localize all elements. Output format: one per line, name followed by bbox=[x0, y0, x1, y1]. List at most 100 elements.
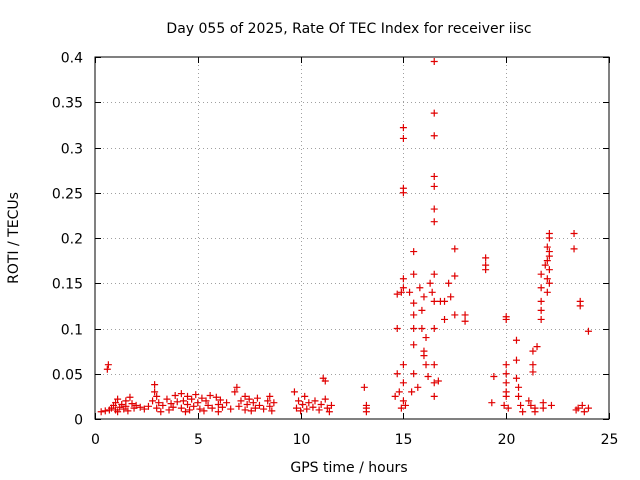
data-point bbox=[584, 404, 592, 412]
data-point bbox=[430, 58, 438, 66]
data-point bbox=[167, 400, 175, 408]
data-point bbox=[122, 402, 130, 410]
data-point bbox=[97, 408, 105, 416]
y-tick-label: 0.1 bbox=[61, 323, 83, 339]
data-point bbox=[227, 405, 235, 413]
data-point bbox=[410, 299, 418, 307]
data-point bbox=[295, 397, 303, 405]
data-point bbox=[578, 401, 586, 409]
data-point bbox=[512, 356, 520, 364]
data-point bbox=[247, 407, 255, 415]
data-point bbox=[243, 401, 251, 409]
data-point bbox=[181, 408, 189, 416]
data-point bbox=[132, 401, 140, 409]
y-tick-label: 0.05 bbox=[52, 368, 83, 384]
data-point bbox=[268, 407, 276, 415]
data-point bbox=[416, 284, 424, 292]
x-axis-ticks: 0 5 10 15 20 25 bbox=[91, 57, 618, 448]
data-point bbox=[118, 401, 126, 409]
chart-title: Day 055 of 2025, Rate Of TEC Index for r… bbox=[166, 21, 531, 37]
data-point bbox=[124, 407, 132, 415]
data-point bbox=[517, 401, 525, 409]
data-point bbox=[512, 374, 520, 382]
y-tick-label: 0.25 bbox=[52, 187, 83, 203]
data-point bbox=[533, 343, 541, 351]
data-point bbox=[574, 404, 582, 412]
data-point bbox=[214, 401, 222, 409]
data-point bbox=[422, 334, 430, 342]
data-point bbox=[192, 391, 200, 399]
data-point bbox=[173, 398, 181, 406]
data-point bbox=[144, 402, 152, 410]
data-point bbox=[103, 365, 111, 373]
x-axis-label: GPS time / hours bbox=[290, 460, 407, 476]
data-point bbox=[136, 403, 144, 411]
data-point bbox=[157, 408, 165, 416]
data-point bbox=[580, 408, 588, 416]
data-point bbox=[430, 361, 438, 369]
data-point bbox=[112, 399, 120, 407]
data-point bbox=[399, 124, 407, 132]
data-point bbox=[126, 393, 134, 401]
data-point bbox=[297, 407, 305, 415]
data-point bbox=[502, 313, 510, 321]
data-point bbox=[212, 393, 220, 401]
data-point bbox=[177, 390, 185, 398]
data-point bbox=[194, 399, 202, 407]
data-point bbox=[321, 395, 329, 403]
data-point bbox=[395, 388, 403, 396]
data-point bbox=[140, 405, 148, 413]
data-point bbox=[420, 293, 428, 301]
data-point bbox=[101, 407, 109, 415]
data-point bbox=[527, 401, 535, 409]
data-point bbox=[537, 284, 545, 292]
data-point bbox=[531, 408, 539, 416]
data-point bbox=[545, 279, 553, 287]
data-point bbox=[165, 406, 173, 414]
data-point bbox=[482, 254, 490, 262]
data-point bbox=[325, 408, 333, 416]
data-point bbox=[519, 408, 527, 416]
data-point bbox=[430, 172, 438, 180]
data-point bbox=[428, 288, 436, 296]
data-point bbox=[543, 288, 551, 296]
data-point bbox=[451, 311, 459, 319]
data-point bbox=[529, 347, 537, 355]
data-point bbox=[525, 397, 533, 405]
data-point bbox=[292, 404, 300, 412]
data-point bbox=[399, 134, 407, 142]
data-point bbox=[184, 392, 192, 400]
y-axis-ticks: 0 0.05 0.1 0.15 0.2 0.25 0.3 0.35 0.4 bbox=[52, 51, 609, 429]
data-point bbox=[399, 397, 407, 405]
data-point bbox=[488, 399, 496, 407]
data-point bbox=[255, 401, 263, 409]
data-point bbox=[482, 261, 490, 269]
data-point bbox=[233, 383, 241, 391]
data-point bbox=[539, 404, 547, 412]
data-point bbox=[418, 325, 426, 332]
data-point bbox=[418, 306, 426, 314]
data-point bbox=[504, 404, 512, 412]
data-point bbox=[266, 392, 274, 400]
data-point bbox=[502, 392, 510, 400]
data-point bbox=[430, 325, 438, 332]
data-point bbox=[163, 395, 171, 403]
data-point bbox=[512, 336, 520, 344]
data-point bbox=[315, 406, 323, 414]
data-point bbox=[362, 404, 370, 412]
data-point bbox=[155, 399, 163, 407]
data-point bbox=[214, 408, 222, 416]
data-point bbox=[253, 394, 261, 402]
data-point bbox=[196, 405, 204, 413]
data-point bbox=[430, 182, 438, 190]
y-tick-label: 0.3 bbox=[61, 142, 83, 158]
data-point bbox=[397, 404, 405, 412]
data-point bbox=[461, 311, 469, 319]
data-point bbox=[451, 272, 459, 280]
data-point bbox=[515, 392, 523, 400]
data-point bbox=[399, 284, 407, 292]
data-point bbox=[515, 383, 523, 391]
data-point bbox=[393, 290, 401, 298]
data-point bbox=[545, 266, 553, 274]
